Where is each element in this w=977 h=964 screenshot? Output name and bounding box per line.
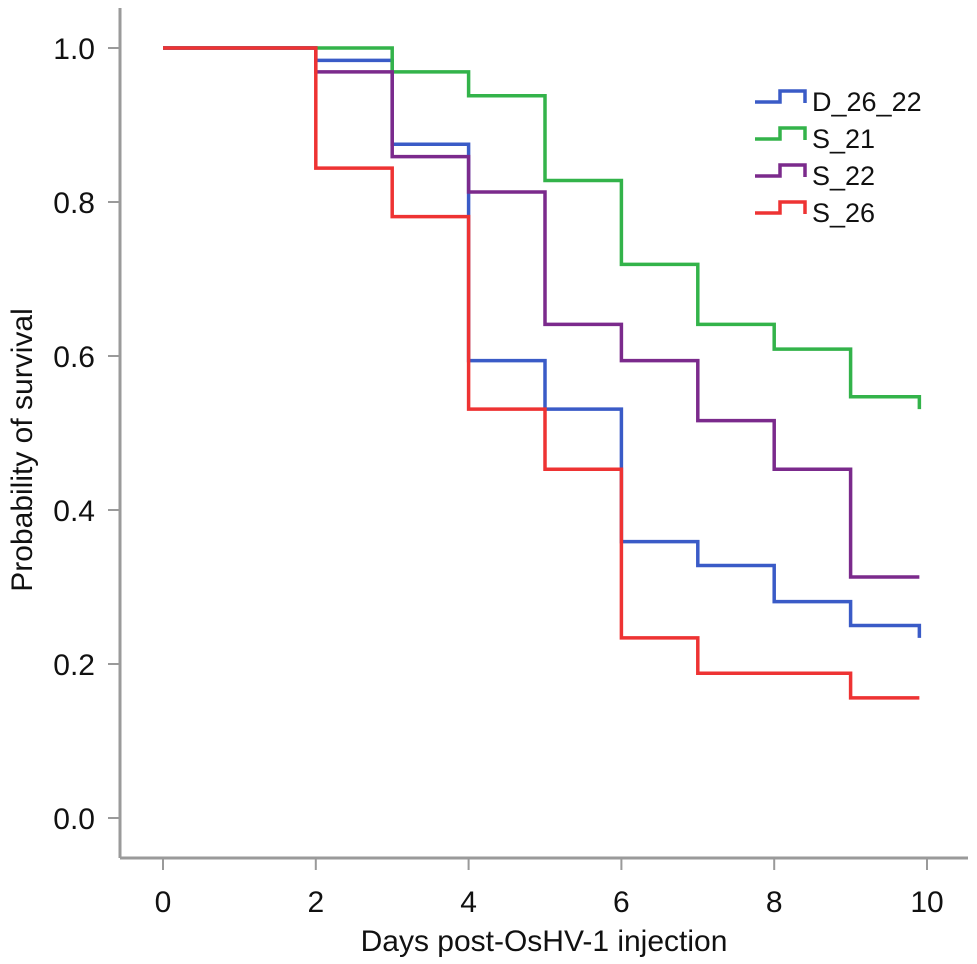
y-tick-label: 0.0 bbox=[53, 803, 95, 836]
survival-curves bbox=[163, 46, 922, 700]
legend-swatch-s-26 bbox=[755, 200, 807, 215]
x-tick-label: 8 bbox=[766, 886, 783, 919]
legend-label-d-26-22: D_26_22 bbox=[812, 87, 922, 117]
y-tick-label: 1.0 bbox=[53, 33, 95, 66]
y-tick-label: 0.4 bbox=[53, 495, 95, 528]
x-tick-label: 4 bbox=[460, 886, 477, 919]
legend-label-s-21: S_21 bbox=[812, 124, 875, 154]
legend-swatch-s-21 bbox=[755, 126, 807, 141]
x-axis-title: Days post-OsHV-1 injection bbox=[361, 925, 728, 958]
y-axis-title: Probability of survival bbox=[6, 308, 39, 591]
y-tick-label: 0.6 bbox=[53, 341, 95, 374]
x-tick-label: 0 bbox=[155, 886, 172, 919]
legend-label-s-26: S_26 bbox=[812, 198, 875, 228]
axes bbox=[118, 8, 968, 860]
y-tick-label: 0.2 bbox=[53, 649, 95, 682]
series-line-s-21 bbox=[163, 46, 922, 410]
x-tick-label: 6 bbox=[613, 886, 630, 919]
legend-label-s-22: S_22 bbox=[812, 161, 875, 191]
x-tick-label: 2 bbox=[307, 886, 324, 919]
legend-swatch-d-26-22 bbox=[755, 89, 807, 104]
y-tick-label: 0.8 bbox=[53, 187, 95, 220]
legend: D_26_22 S_21 S_22 S_26 bbox=[755, 87, 922, 228]
legend-swatch-s-22 bbox=[755, 163, 807, 178]
series-line-s-22 bbox=[163, 46, 920, 579]
tick-marks: 0 2 4 6 8 10 0.0 0.2 0.4 0.6 0.8 1.0 bbox=[53, 33, 943, 919]
x-tick-label: 10 bbox=[910, 886, 943, 919]
series-line-s-26 bbox=[163, 46, 920, 700]
